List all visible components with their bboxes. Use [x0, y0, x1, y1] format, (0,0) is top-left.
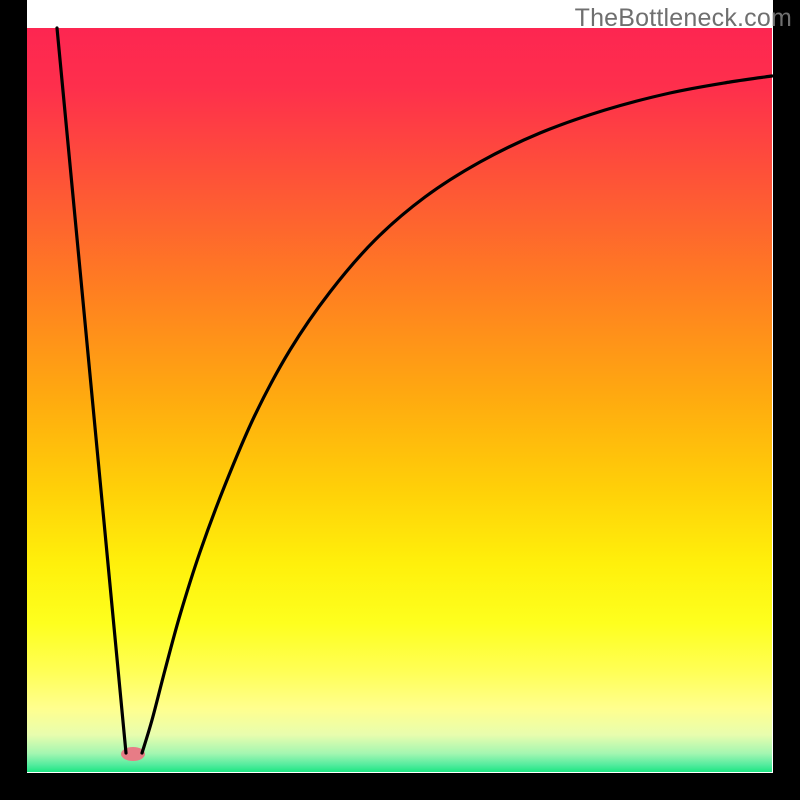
bottleneck-chart: TheBottleneck.com — [0, 0, 800, 800]
watermark-text: TheBottleneck.com — [575, 4, 792, 33]
frame-bottom — [0, 773, 800, 800]
frame-left — [0, 0, 27, 800]
frame-right — [773, 0, 800, 800]
plot-area — [27, 28, 772, 772]
chart-svg — [0, 0, 800, 800]
